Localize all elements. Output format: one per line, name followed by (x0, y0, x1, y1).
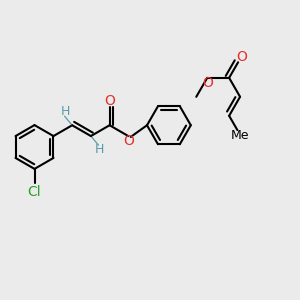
Text: O: O (124, 134, 134, 148)
Text: Me: Me (231, 129, 250, 142)
Text: H: H (94, 143, 104, 156)
Text: O: O (104, 94, 115, 109)
Text: H: H (61, 105, 70, 119)
Text: O: O (236, 50, 247, 64)
Text: Cl: Cl (28, 185, 41, 200)
Text: O: O (202, 76, 213, 90)
